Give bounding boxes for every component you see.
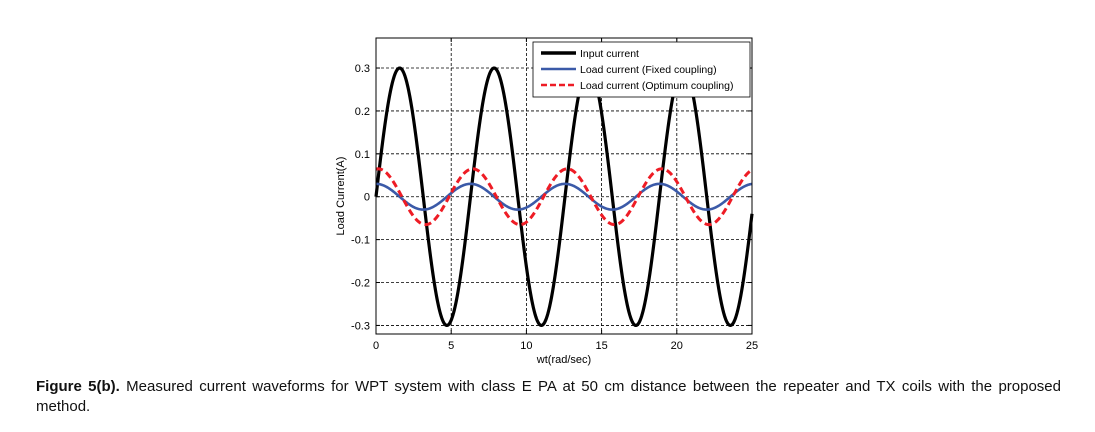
x-tick-label: 10 xyxy=(520,340,532,352)
y-tick-label: 0.1 xyxy=(355,149,370,161)
x-tick-label: 25 xyxy=(746,340,758,352)
legend-label: Load current (Optimum coupling) xyxy=(580,80,734,92)
y-tick-label: 0.3 xyxy=(355,63,370,75)
y-tick-label: 0 xyxy=(364,192,370,204)
x-tick-label: 0 xyxy=(373,340,379,352)
y-tick-label: -0.1 xyxy=(351,235,370,247)
legend: Input current Load current (Fixed couplin… xyxy=(533,42,750,97)
figure-caption: Figure 5(b). Measured current waveforms … xyxy=(36,377,1061,417)
x-tick-label: 5 xyxy=(448,340,454,352)
y-tick-label: -0.3 xyxy=(351,320,370,332)
x-tick-label: 15 xyxy=(595,340,607,352)
y-tick-label: 0.2 xyxy=(355,106,370,118)
legend-label: Load current (Fixed coupling) xyxy=(580,64,717,76)
caption-text: Measured current waveforms for WPT syste… xyxy=(36,378,1061,415)
legend-label: Input current xyxy=(580,48,639,60)
x-tick-label: 20 xyxy=(671,340,683,352)
x-axis-label: wt(rad/sec) xyxy=(536,354,591,366)
y-axis-label: Load Current(A) xyxy=(335,157,347,236)
chart: 0 5 10 15 20 25 0.3 0.2 0.1 0 -0.1 -0.2 -0.3 wt(rad… xyxy=(0,0,1095,370)
caption-label: Figure 5(b). xyxy=(36,378,120,395)
y-tick-label: -0.2 xyxy=(351,278,370,290)
